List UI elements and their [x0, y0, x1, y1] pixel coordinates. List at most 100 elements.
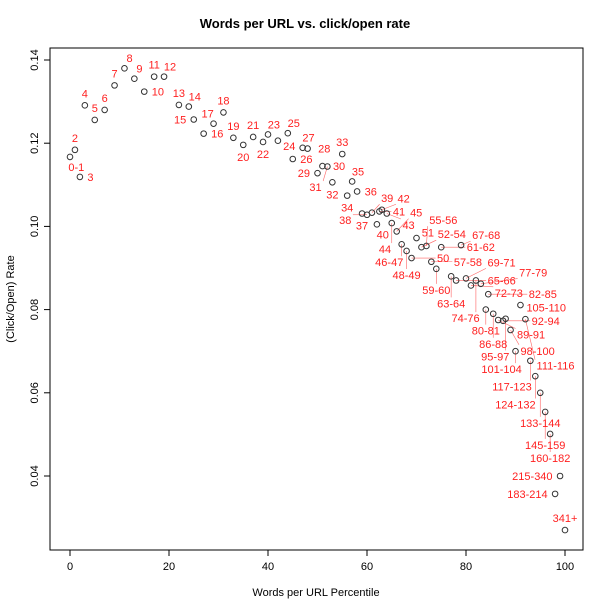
data-point-label: 124-132	[495, 400, 535, 412]
data-point	[150, 73, 158, 80]
data-points	[66, 65, 569, 534]
data-point-label: 11	[148, 60, 159, 72]
data-point-label: 14	[189, 91, 201, 103]
data-point-label: 15	[174, 114, 186, 126]
x-axis: 0 20 40 60 80 100	[67, 549, 574, 573]
data-point-label: 26	[300, 154, 312, 166]
data-point-label: 24	[283, 141, 295, 153]
data-point	[91, 116, 99, 124]
data-point-label: 25	[288, 118, 300, 130]
data-point	[329, 179, 336, 186]
data-point	[66, 153, 74, 161]
data-point	[304, 145, 311, 152]
data-point	[220, 109, 227, 116]
data-point	[532, 372, 539, 380]
data-point	[551, 490, 559, 498]
data-point	[413, 234, 420, 242]
x-tick-label: 40	[262, 561, 274, 573]
data-point-label: 160-182	[530, 453, 570, 465]
data-point-label: 63-64	[437, 298, 465, 310]
data-point	[324, 163, 331, 170]
label-leader-line	[460, 240, 471, 246]
data-point	[274, 137, 282, 145]
data-point-label: 19	[227, 121, 239, 133]
data-point	[502, 315, 509, 323]
data-point-label: 31	[309, 182, 321, 194]
data-point-label: 7	[111, 68, 117, 80]
data-point	[71, 146, 79, 154]
data-point	[368, 209, 376, 216]
data-point	[239, 141, 247, 149]
data-point-label: 23	[268, 119, 280, 131]
data-point-label: 133-144	[520, 418, 560, 430]
data-point-label: 69-71	[487, 257, 515, 269]
data-point-label: 86-88	[479, 339, 507, 351]
y-axis: 0.04 0.06 0.08 0.10 0.12 0.14	[29, 49, 51, 487]
data-point-label: 37	[356, 221, 368, 233]
y-tick-label: 0.06	[29, 382, 41, 403]
data-point	[536, 389, 544, 397]
y-tick-label: 0.14	[29, 49, 41, 70]
data-point-label: 32	[326, 189, 338, 201]
data-point	[482, 306, 490, 313]
data-point-label: 34	[341, 203, 353, 215]
data-point	[210, 120, 217, 127]
data-point	[489, 310, 497, 318]
x-tick-label: 0	[67, 561, 73, 573]
data-point-label: 44	[379, 244, 391, 256]
data-point-label: 74-76	[451, 313, 479, 325]
data-point-label: 30	[333, 161, 345, 173]
data-point	[121, 65, 128, 72]
data-point	[556, 472, 564, 480]
data-point	[527, 357, 534, 365]
data-point	[185, 103, 193, 110]
data-point	[81, 102, 89, 109]
data-point-label: 57-58	[454, 257, 482, 269]
data-point-label: 12	[164, 61, 176, 73]
data-point	[467, 282, 475, 289]
data-point-label: 38	[339, 215, 351, 227]
data-point	[512, 347, 519, 355]
data-point	[353, 188, 361, 195]
data-point-label: 89-91	[517, 330, 545, 342]
data-point	[408, 254, 415, 262]
data-point-label: 145-159	[525, 440, 565, 452]
data-point	[462, 275, 470, 282]
data-point-label: 105-110	[526, 303, 566, 315]
label-leader-line	[371, 204, 380, 213]
data-point	[284, 129, 292, 137]
data-point-label: 41	[393, 206, 405, 218]
x-tick-label: 60	[361, 561, 373, 573]
data-point	[338, 150, 346, 158]
data-point-label: 3	[87, 172, 93, 184]
data-point	[517, 301, 524, 309]
chart-title: Words per URL vs. click/open rate	[200, 16, 410, 31]
label-leader-line	[480, 278, 518, 285]
data-point	[541, 408, 549, 416]
data-point	[457, 241, 465, 249]
data-point-label: 39	[381, 193, 393, 205]
data-point	[383, 210, 391, 217]
data-point-label: 72-73	[495, 288, 523, 300]
data-point-label: 6	[102, 93, 108, 105]
data-point-label: 183-214	[507, 489, 547, 501]
data-point	[314, 169, 321, 177]
data-point	[447, 273, 455, 280]
data-point	[160, 73, 168, 80]
data-point	[433, 265, 440, 273]
data-point-label: 21	[247, 120, 259, 132]
data-point-label: 80-81	[472, 326, 500, 338]
data-point-label: 55-56	[429, 215, 457, 227]
data-point	[437, 243, 445, 251]
data-point-label: 92-94	[532, 316, 560, 328]
data-point-label: 9	[136, 64, 142, 76]
data-point	[343, 192, 351, 199]
data-point	[428, 258, 435, 266]
x-axis-label: Words per URL Percentile	[252, 587, 379, 599]
data-point	[452, 277, 460, 284]
data-point-label: 40	[377, 229, 389, 241]
data-point	[249, 133, 257, 141]
data-point-label: 215-340	[512, 471, 552, 483]
